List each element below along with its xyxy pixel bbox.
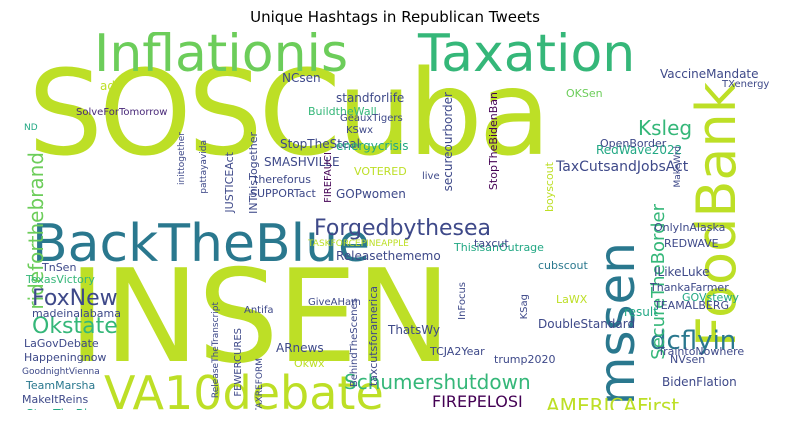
- word-makeitreins: MakeItReins: [22, 393, 89, 406]
- word-trump2020: trump2020: [494, 353, 556, 366]
- word-lawx: LaWX: [556, 293, 588, 306]
- word-foxnew: FoxNew: [32, 286, 118, 311]
- word-standforlife: standforlife: [336, 91, 405, 105]
- word-ncsen: NCsen: [282, 71, 321, 85]
- word-result: result: [624, 305, 658, 319]
- word-ilikeluke: ILikeLuke: [654, 265, 710, 279]
- word-pattayavida: pattayavida: [199, 140, 209, 194]
- word-soscuba: SOSCuba: [28, 44, 551, 182]
- word-releasethememo: Releasethememo: [336, 249, 441, 263]
- word-inittogether: inittogether: [177, 132, 187, 185]
- word-vaccinemandate: VaccineMandate: [660, 67, 759, 81]
- word-nvsen: NVsen: [670, 353, 706, 366]
- word-redwave: REDWAVE: [664, 237, 719, 250]
- word-texasvictory: TexasVictory: [26, 273, 95, 286]
- word-releasethetranscript: ReleaseTheTranscript: [211, 302, 221, 399]
- word-lagovdebate: LaGovDebate: [24, 337, 99, 350]
- word-taxcut: taxcut: [474, 237, 509, 250]
- word-dcflyin: dcflyin: [650, 326, 737, 356]
- word-inflationis: Inflationis: [94, 32, 349, 84]
- word-gopwomen: GOPwomen: [336, 187, 406, 201]
- word-taskforcepineapple: TASKFORCEPINEAPPLE: [308, 239, 409, 249]
- word-buildthewall: BuildtheWall: [308, 105, 377, 118]
- word-firefauci: FIREFAUCI: [323, 152, 334, 203]
- word-firepelosi: FIREPELOSI: [432, 392, 523, 410]
- word-ad: ad: [100, 79, 115, 93]
- word-tnsen: TnSen: [42, 261, 77, 274]
- word-stopthesteal: StopTheSteal: [280, 137, 360, 151]
- word-stopthebidenban: StopTheBidenBan: [487, 92, 500, 191]
- word-cloud: SOSCuba INSEN Inflationis Taxation BackT…: [18, 32, 772, 410]
- word-happeningnow: Happeningnow: [24, 351, 107, 364]
- word-infocus: InFocus: [457, 282, 468, 320]
- word-onlyinalaska: OnlyInAlaska: [654, 221, 726, 234]
- word-govstewy: GOVstewy: [682, 291, 739, 304]
- word-ksleg: Ksleg: [638, 116, 693, 140]
- word-boyscout: boyscout: [543, 162, 556, 213]
- word-giveaham: GiveAHam: [308, 297, 361, 308]
- word-votered: VOTERED: [354, 165, 407, 178]
- word-tcja2year: TCJA2Year: [430, 345, 485, 358]
- word-taxcutsforamerica: taxcutsforamerica: [367, 286, 380, 387]
- word-ksvx: KSwx: [346, 125, 374, 136]
- word-taxation: Taxation: [418, 32, 636, 84]
- word-okwx: Okwx: [294, 357, 325, 370]
- word-redwave2022: RedWave2022: [596, 143, 683, 157]
- word-arnews: ARnews: [276, 341, 324, 355]
- chart-title: Unique Hashtags in Republican Tweets: [250, 8, 540, 26]
- word-solvefortomorrow: SolveForTomorrow: [76, 107, 168, 118]
- word-bidenflation: BidenFlation: [662, 375, 737, 389]
- word-okstate: Okstate: [32, 314, 118, 339]
- word-ksag: KSag: [519, 294, 530, 320]
- word-nd: ND: [24, 123, 38, 133]
- word-supportact: SUPPORTact: [250, 187, 316, 200]
- word-antifa: Antifa: [244, 305, 274, 316]
- word-live: live: [422, 171, 440, 182]
- word-txenergy: TXenergy: [722, 79, 770, 90]
- word-teamalberg: TEAMALBERG: [654, 299, 730, 312]
- word-backtheblue: BackTheBlue: [32, 214, 371, 274]
- word-goodnightvienna: GoodnightVienna: [22, 367, 100, 377]
- word-schumershutdown: Schumershutdown: [344, 370, 531, 394]
- word-taxcutsandjobsact: TaxCutsandJobsAct: [556, 159, 689, 175]
- word-forgedbythesea: Forgedbythesea: [314, 216, 492, 241]
- word-openborder: OpenBorder: [600, 137, 667, 150]
- word-justiceact: JUSTICEAct: [223, 152, 236, 213]
- word-makewrd: MakeWrd: [673, 146, 683, 188]
- word-madeinalabama: madeinalabama: [32, 307, 121, 320]
- word-secureourborder: secureourborder: [441, 92, 455, 192]
- word-okssen: OKSen: [566, 87, 603, 100]
- word-energycrisis: energycrisis: [336, 139, 409, 153]
- word-thisisanoutrage: ThisisanOutrage: [454, 241, 544, 254]
- word-doublestandard: DoubleStandard: [538, 317, 636, 331]
- word-thereforus: thereforus: [254, 173, 311, 186]
- word-insen: INSEN: [68, 243, 451, 392]
- word-thankafarmer: ThankaFarmer: [650, 281, 729, 294]
- word-taxreform: TAXREFORM: [255, 358, 265, 410]
- word-smashville: SMASHVILLE: [264, 155, 340, 169]
- word-behindthescenes: BehindTheScenes: [349, 298, 360, 388]
- word-va10debate: VA10debate: [104, 366, 384, 410]
- word-fewercures: FEWERCURES: [233, 328, 244, 397]
- word-teammarsha: TeamMarsha: [26, 379, 96, 392]
- word-cubscout: cubscout: [538, 259, 588, 272]
- word-stopthebias: StopTheBias: [26, 408, 101, 410]
- word-thatswy: ThatsWy: [388, 323, 441, 337]
- word-geauxtigers: GeauxTigers: [340, 113, 403, 124]
- word-americafirst: AMERICAFirst: [546, 394, 680, 410]
- word-traintonowhere: TraintoNowhere: [658, 345, 745, 358]
